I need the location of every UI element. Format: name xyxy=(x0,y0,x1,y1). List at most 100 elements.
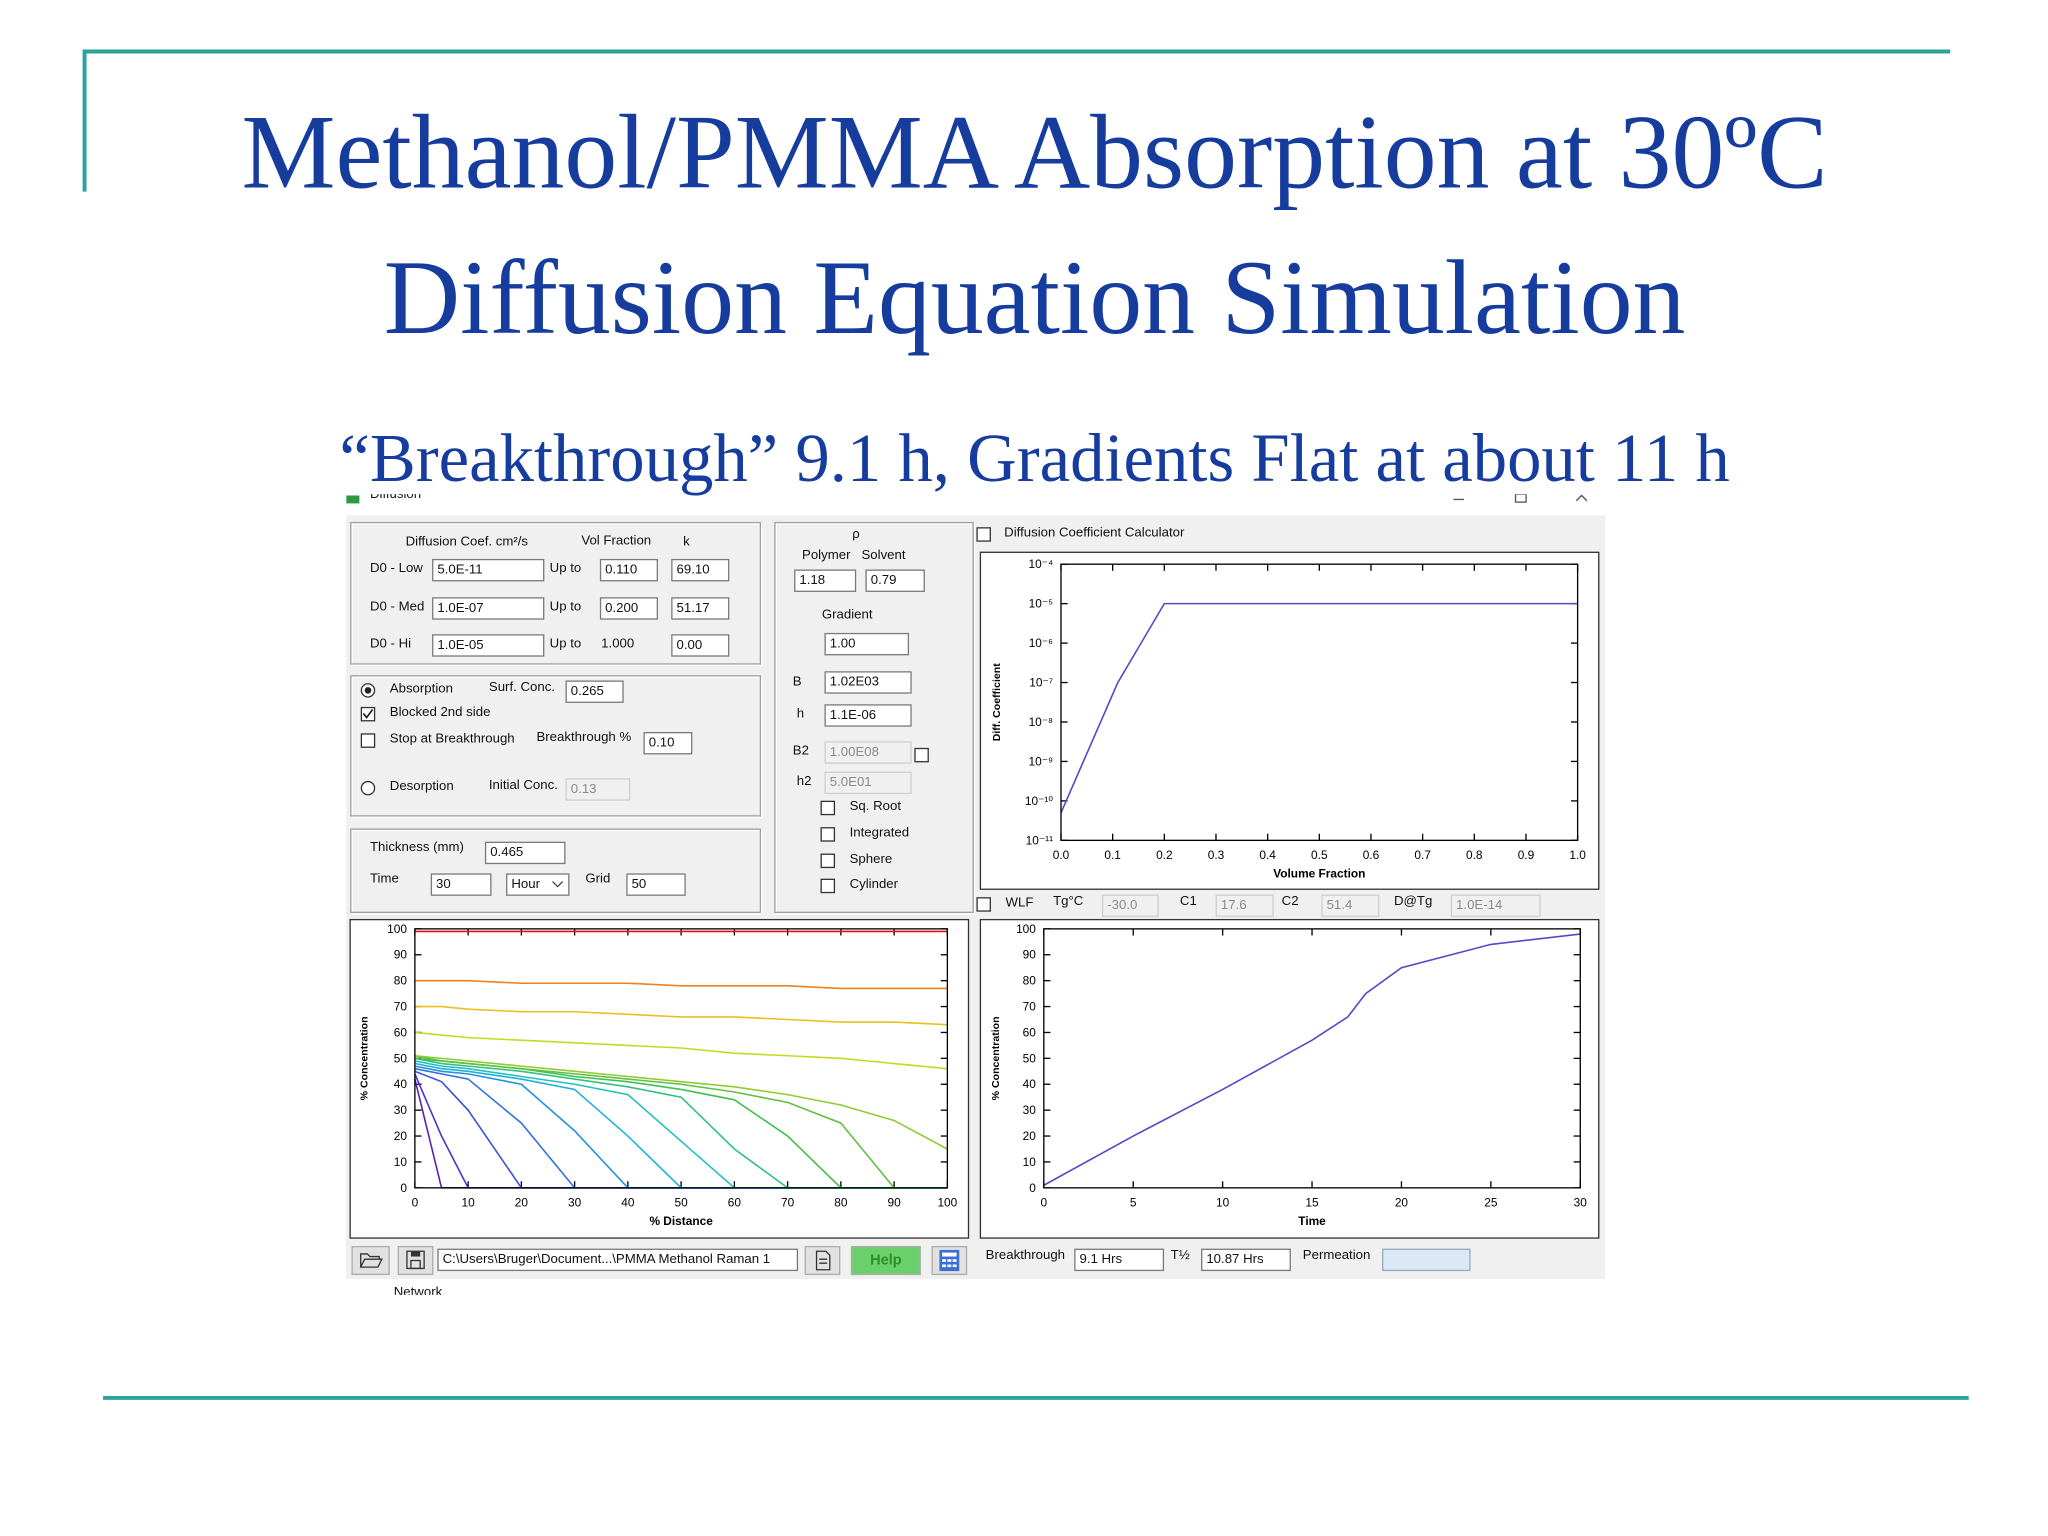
chart-frame xyxy=(979,551,1600,890)
radio-button[interactable] xyxy=(360,780,376,796)
x-tick-label: 90 xyxy=(888,1195,902,1209)
text-input[interactable]: 1.1E-06 xyxy=(824,704,912,727)
checkbox[interactable] xyxy=(820,853,836,869)
checkbox[interactable] xyxy=(914,747,929,763)
y-axis-label: Diff. Coefficient xyxy=(991,663,1003,742)
title-line: Diffusion Equation Simulation xyxy=(383,240,1686,357)
x-tick-label: 0.1 xyxy=(1104,848,1121,862)
y-tick-label: 70 xyxy=(1023,1000,1037,1014)
label: Time xyxy=(369,872,399,887)
label: Surf. Conc. xyxy=(488,680,555,695)
label: B xyxy=(792,675,802,690)
y-tick-label: 10⁻⁹ xyxy=(1029,754,1054,768)
coef-group xyxy=(350,521,762,665)
text-input[interactable]: 50 xyxy=(626,873,686,896)
text-input[interactable]: 51.17 xyxy=(671,597,730,620)
text-input[interactable]: C:\Users\Bruger\Document...\PMMA Methano… xyxy=(437,1248,799,1272)
checkbox[interactable] xyxy=(976,897,991,912)
text-input[interactable]: 0.110 xyxy=(599,558,659,582)
x-tick-label: 0.5 xyxy=(1311,848,1328,862)
label: Breakthrough xyxy=(985,1248,1066,1264)
label: Sphere xyxy=(849,852,893,867)
param-group xyxy=(774,521,974,914)
save-button[interactable] xyxy=(397,1245,434,1276)
checkbox[interactable] xyxy=(360,733,376,748)
x-axis-label: Volume Fraction xyxy=(1273,866,1365,880)
plot-border xyxy=(1060,563,1579,842)
help-button[interactable]: Help xyxy=(850,1245,921,1276)
x-tick-label: 10 xyxy=(1216,1195,1230,1209)
text-input[interactable]: 0.00 xyxy=(671,634,730,657)
x-tick-label: 0.6 xyxy=(1363,848,1380,862)
text-input[interactable]: 0.465 xyxy=(484,841,566,865)
top-rule xyxy=(82,49,1951,192)
text-input[interactable]: 1.00 xyxy=(824,632,910,656)
x-tick-label: 5 xyxy=(1130,1195,1137,1209)
label: 1.000 xyxy=(601,636,635,652)
label: ρ xyxy=(852,527,860,542)
text-input[interactable]: 1.02E03 xyxy=(824,671,912,694)
checkbox[interactable] xyxy=(360,706,376,722)
text-input[interactable]: 0.79 xyxy=(865,569,925,592)
text-input[interactable]: 69.10 xyxy=(671,558,730,582)
label: Initial Conc. xyxy=(488,778,558,793)
y-tick-label: 40 xyxy=(394,1077,408,1091)
radio-button[interactable] xyxy=(360,683,376,698)
checkbox[interactable] xyxy=(820,827,836,842)
y-tick-label: 100 xyxy=(387,922,407,936)
y-tick-label: 60 xyxy=(1023,1025,1037,1039)
disabled-input: 1.00E08 xyxy=(824,741,912,764)
label: Blocked 2nd side xyxy=(389,705,491,721)
x-tick-label: 20 xyxy=(515,1195,529,1209)
x-tick-label: 0.0 xyxy=(1053,848,1070,862)
text-input[interactable]: 30 xyxy=(430,873,492,896)
y-tick-label: 10⁻⁸ xyxy=(1029,715,1054,729)
text-input[interactable]: 0.265 xyxy=(565,680,624,703)
calculator-button[interactable] xyxy=(931,1245,968,1276)
document-icon xyxy=(815,1250,831,1271)
checkbox[interactable] xyxy=(976,527,991,542)
y-tick-label: 80 xyxy=(1023,974,1037,988)
checkbox[interactable] xyxy=(820,878,836,894)
x-tick-label: 70 xyxy=(781,1195,795,1209)
y-tick-label: 100 xyxy=(1016,922,1036,936)
checkbox[interactable] xyxy=(820,800,836,816)
text-input[interactable]: 9.1 Hrs xyxy=(1074,1248,1165,1272)
text-input[interactable]: 1.18 xyxy=(794,569,857,592)
calculator-icon xyxy=(939,1249,960,1272)
label: Tg°C xyxy=(1053,894,1084,910)
x-tick-label: 20 xyxy=(1395,1195,1409,1209)
y-tick-label: 90 xyxy=(1023,948,1037,962)
y-tick-label: 10⁻¹⁰ xyxy=(1025,794,1053,808)
document-button[interactable] xyxy=(804,1245,841,1276)
text-input[interactable]: 0.200 xyxy=(599,597,659,620)
taskbar-item: Network xyxy=(393,1285,443,1295)
dropdown-arrow xyxy=(552,881,563,888)
label: D0 - Hi xyxy=(369,636,412,652)
window-title: Diffusion xyxy=(369,494,422,503)
text-input[interactable]: 1.0E-07 xyxy=(432,597,545,620)
x-tick-label: 15 xyxy=(1305,1195,1319,1209)
y-tick-label: 30 xyxy=(394,1103,408,1117)
open-button[interactable] xyxy=(351,1245,390,1276)
y-axis-label: % Concentration xyxy=(358,1016,370,1100)
label: C2 xyxy=(1281,894,1299,910)
y-tick-label: 20 xyxy=(1023,1129,1037,1143)
label: Permeation xyxy=(1302,1248,1371,1264)
y-tick-label: 90 xyxy=(394,948,408,962)
x-tick-label: 30 xyxy=(568,1195,582,1209)
data-line xyxy=(414,1031,948,1070)
x-tick-label: 0.9 xyxy=(1518,848,1535,862)
x-axis-label: Time xyxy=(1298,1214,1326,1228)
y-tick-label: 60 xyxy=(394,1025,408,1039)
dropdown[interactable]: Hour xyxy=(506,873,570,896)
text-input[interactable]: 10.87 Hrs xyxy=(1201,1248,1291,1272)
data-line xyxy=(1043,933,1581,1186)
label: Vol Fraction xyxy=(581,533,652,549)
disabled-input: 17.6 xyxy=(1215,894,1274,917)
text-input[interactable]: 5.0E-11 xyxy=(432,558,545,582)
text-input[interactable]: 0.10 xyxy=(643,731,693,755)
text-input[interactable]: 1.0E-05 xyxy=(432,634,545,657)
y-tick-label: 30 xyxy=(1023,1103,1037,1117)
